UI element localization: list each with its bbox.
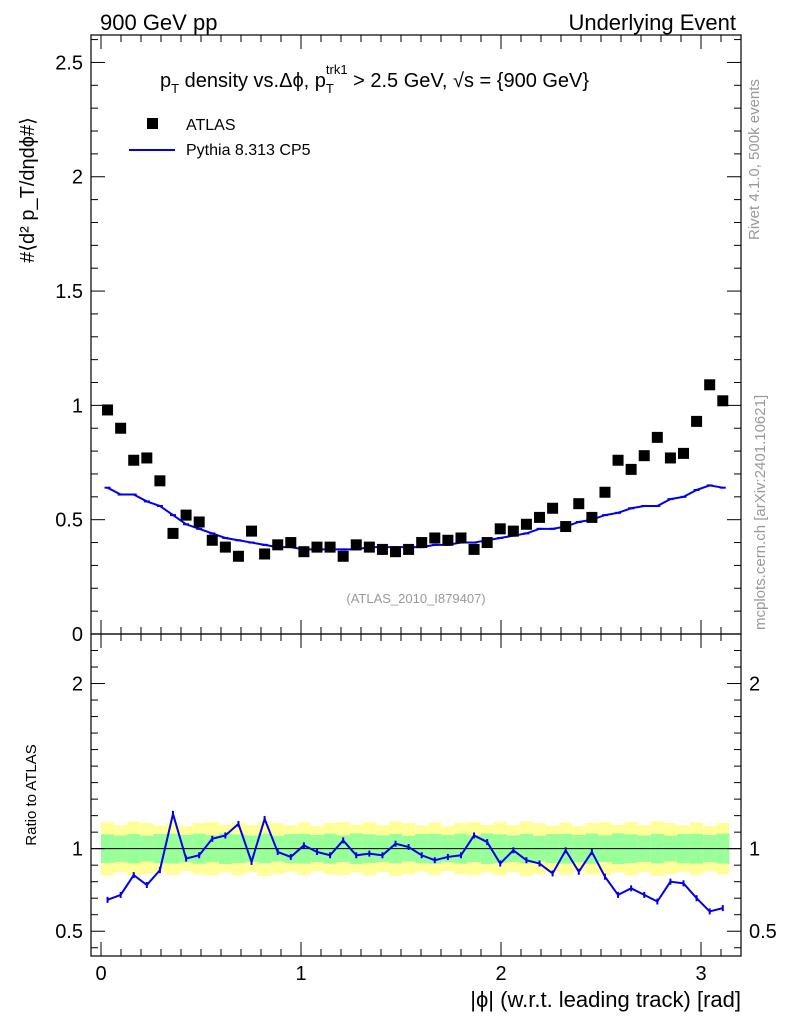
- atlas-point: [193, 516, 205, 528]
- atlas-point: [507, 525, 519, 537]
- ratio-line: [107, 810, 724, 913]
- ratio-frame: [90, 633, 742, 957]
- main-ytick-label: 1.5: [55, 281, 83, 303]
- ratio-xtick-label: 2: [495, 963, 506, 985]
- header-left: 900 GeV pp: [100, 10, 217, 35]
- ratio-ytick-label-left: 1: [72, 839, 83, 861]
- atlas-point: [232, 550, 244, 562]
- atlas-point: [298, 546, 310, 558]
- atlas-point: [534, 511, 546, 523]
- main-title: pT density vs.Δϕ, pTtrk1 > 2.5 GeV, √s =…: [160, 62, 589, 96]
- atlas-point: [363, 541, 375, 553]
- header-right: Underlying Event: [568, 10, 736, 35]
- ratio-xtick-label: 0: [95, 963, 106, 985]
- atlas-point: [586, 511, 598, 523]
- atlas-point: [429, 532, 441, 544]
- atlas-point: [390, 546, 402, 558]
- main-ytick-label: 2: [72, 167, 83, 189]
- atlas-point: [246, 525, 258, 537]
- analysis-watermark: (ATLAS_2010_I879407): [346, 591, 485, 606]
- ratio-ytick-label-right: 2: [749, 674, 760, 696]
- atlas-point: [141, 452, 153, 464]
- ratio-ytick-label-left: 0.5: [55, 921, 83, 943]
- atlas-point: [573, 498, 585, 510]
- atlas-point: [180, 509, 192, 521]
- atlas-point: [547, 502, 559, 514]
- atlas-point: [167, 527, 179, 539]
- ratio-xtick-label: 1: [295, 963, 306, 985]
- atlas-point: [481, 537, 493, 549]
- atlas-point: [376, 543, 388, 555]
- atlas-point: [494, 523, 506, 535]
- main-ytick-label: 2.5: [55, 52, 83, 74]
- atlas-point: [638, 450, 650, 462]
- atlas-point: [625, 463, 637, 475]
- rivet-label: Rivet 4.1.0, 500k events: [746, 79, 763, 240]
- atlas-point: [560, 521, 572, 533]
- atlas-point: [416, 537, 428, 549]
- ratio-ytick-label-right: 0.5: [749, 921, 777, 943]
- ratio-panel: 0.5 0.5 1 1 2 2 0 1 2 3 Ratio to ATLAS |ϕ| (w.r.t…: [23, 633, 777, 1012]
- legend: ATLAS Pythia 8.313 CP5: [129, 117, 311, 159]
- atlas-point: [691, 415, 703, 427]
- atlas-point: [206, 534, 218, 546]
- atlas-point: [285, 537, 297, 549]
- atlas-point: [678, 447, 689, 459]
- atlas-point: [599, 486, 611, 498]
- atlas-point: [259, 548, 271, 560]
- ratio-ytick-label-left: 2: [72, 674, 83, 696]
- atlas-point: [102, 404, 114, 416]
- ratio-ylabel: Ratio to ATLAS: [23, 744, 40, 845]
- legend-marker-atlas: [147, 118, 158, 129]
- atlas-point: [704, 379, 716, 391]
- ratio-xtick-label: 3: [695, 963, 706, 985]
- atlas-point: [651, 431, 663, 443]
- atlas-point: [324, 541, 336, 553]
- atlas-point: [272, 539, 284, 551]
- atlas-point: [664, 452, 676, 464]
- atlas-point: [520, 518, 532, 530]
- atlas-point: [128, 454, 140, 466]
- atlas-point: [612, 454, 624, 466]
- atlas-point: [468, 543, 480, 555]
- atlas-point: [311, 541, 323, 553]
- atlas-point: [717, 395, 729, 407]
- main-ytick-label: 1: [72, 395, 83, 417]
- atlas-point: [337, 550, 349, 562]
- legend-label-atlas: ATLAS: [186, 117, 236, 134]
- ratio-ytick-label-right: 1: [749, 839, 760, 861]
- main-ytick-label-zero: 0: [72, 624, 83, 646]
- main-ylabel: #⟨d² p_T/dηdϕ#⟩: [17, 117, 39, 263]
- mcplots-label: mcplots.cern.ch [arXiv:2401.10621]: [752, 395, 769, 630]
- main-ytick-label: 0.5: [55, 510, 83, 532]
- xlabel: |ϕ| (w.r.t. leading track) [rad]: [470, 987, 741, 1012]
- main-panel: 0.5 1 1.5 2 2.5 0 pT density vs.Δϕ, pTtrk1 > …: [17, 34, 742, 646]
- atlas-point: [154, 475, 166, 487]
- atlas-point: [219, 541, 231, 553]
- atlas-point: [442, 534, 454, 546]
- atlas-point: [403, 543, 415, 555]
- atlas-point: [350, 539, 362, 551]
- atlas-point: [455, 532, 467, 544]
- legend-label-mc: Pythia 8.313 CP5: [186, 142, 311, 159]
- atlas-point: [115, 422, 127, 434]
